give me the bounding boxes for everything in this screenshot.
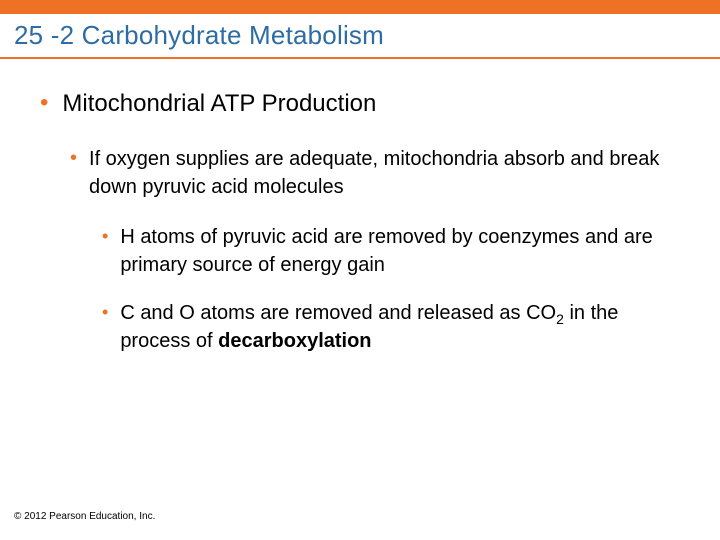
bullet-icon: • xyxy=(70,145,77,171)
level3b-text: C and O atoms are removed and released a… xyxy=(120,299,680,355)
bullet-level-3: • H atoms of pyruvic acid are removed by… xyxy=(102,223,680,279)
level3b-bold: decarboxylation xyxy=(218,330,371,352)
copyright-text: © 2012 Pearson Education, Inc. xyxy=(14,511,155,522)
bullet-level-2: • If oxygen supplies are adequate, mitoc… xyxy=(70,145,680,201)
slide-content: • Mitochondrial ATP Production • If oxyg… xyxy=(0,59,720,355)
level2-text: If oxygen supplies are adequate, mitocho… xyxy=(89,145,680,201)
bullet-level-1: • Mitochondrial ATP Production xyxy=(40,89,680,119)
subscript-2: 2 xyxy=(556,311,564,327)
top-accent-bar xyxy=(0,0,720,14)
level3b-prefix: C and O atoms are removed and released a… xyxy=(120,302,556,324)
level1-text: Mitochondrial ATP Production xyxy=(62,89,376,119)
bullet-icon: • xyxy=(102,223,108,249)
bullet-icon: • xyxy=(102,299,108,325)
slide-title: 25 -2 Carbohydrate Metabolism xyxy=(14,20,706,51)
bullet-icon: • xyxy=(40,89,48,117)
level3a-text: H atoms of pyruvic acid are removed by c… xyxy=(120,223,680,279)
bullet-level-3: • C and O atoms are removed and released… xyxy=(102,299,680,355)
title-row: 25 -2 Carbohydrate Metabolism xyxy=(0,14,720,59)
